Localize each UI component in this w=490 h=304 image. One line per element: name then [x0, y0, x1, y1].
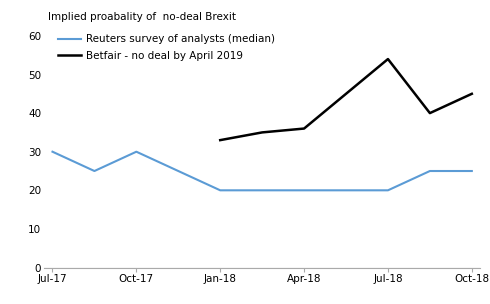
Reuters survey of analysts (median) — [92, 169, 98, 173]
Betfair - no deal by April 2019 — [301, 127, 307, 130]
Betfair - no deal by April 2019 — [217, 138, 223, 142]
Betfair - no deal by April 2019 — [343, 92, 349, 96]
Reuters survey of analysts (median) — [175, 169, 181, 173]
Reuters survey of analysts (median) — [49, 150, 55, 154]
Reuters survey of analysts (median) — [217, 188, 223, 192]
Reuters survey of analysts (median) — [343, 188, 349, 192]
Reuters survey of analysts (median) — [385, 188, 391, 192]
Line: Reuters survey of analysts (median): Reuters survey of analysts (median) — [52, 152, 472, 190]
Betfair - no deal by April 2019 — [259, 131, 265, 134]
Line: Betfair - no deal by April 2019: Betfair - no deal by April 2019 — [220, 59, 472, 140]
Reuters survey of analysts (median) — [427, 169, 433, 173]
Betfair - no deal by April 2019 — [427, 111, 433, 115]
Betfair - no deal by April 2019 — [469, 92, 475, 96]
Reuters survey of analysts (median) — [301, 188, 307, 192]
Reuters survey of analysts (median) — [469, 169, 475, 173]
Reuters survey of analysts (median) — [259, 188, 265, 192]
Legend: Reuters survey of analysts (median), Betfair - no deal by April 2019: Reuters survey of analysts (median), Bet… — [58, 34, 275, 60]
Betfair - no deal by April 2019 — [385, 57, 391, 61]
Reuters survey of analysts (median) — [133, 150, 139, 154]
Text: Implied proabality of  no-deal Brexit: Implied proabality of no-deal Brexit — [49, 12, 237, 22]
